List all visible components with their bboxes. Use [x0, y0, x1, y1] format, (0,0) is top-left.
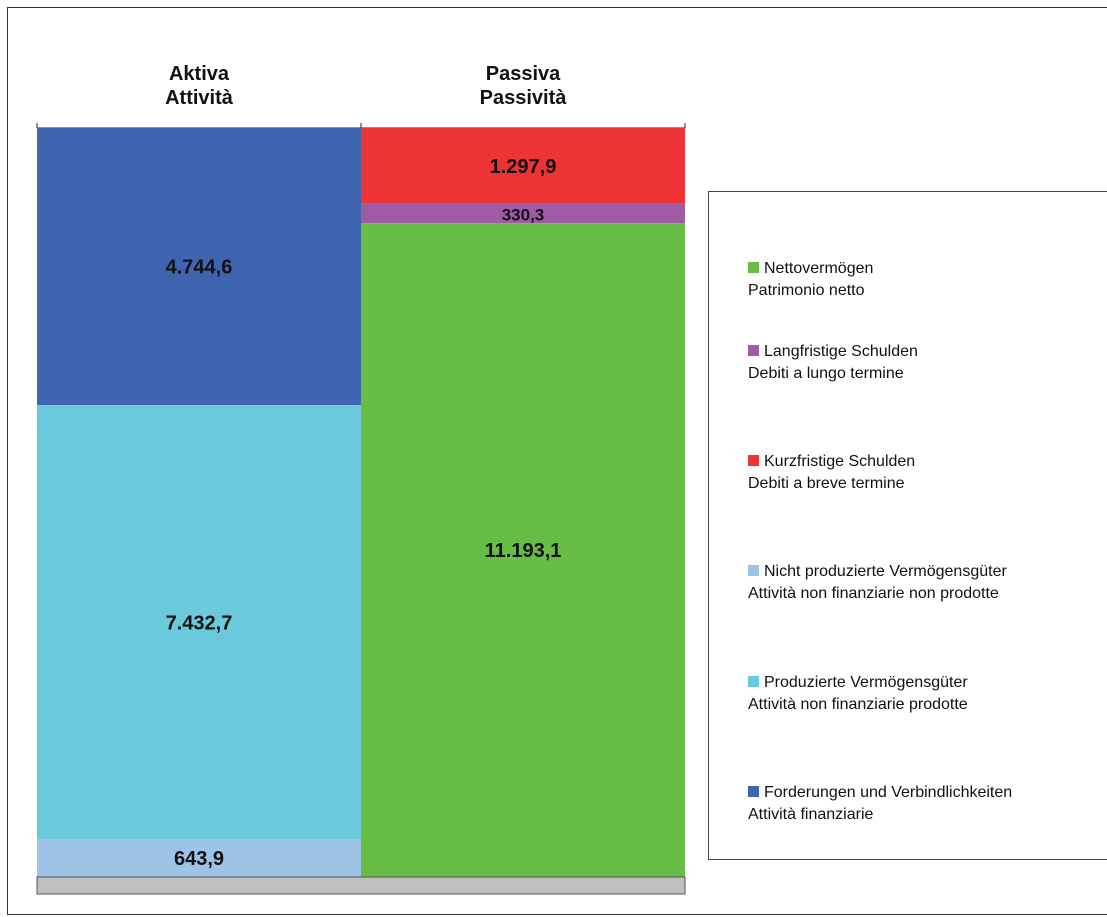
- aktiva-header-line1: Aktiva: [168, 63, 230, 85]
- passiva-header: Passiva Passività: [361, 62, 685, 110]
- passiva-header-line2: Passività: [479, 87, 567, 109]
- legend-swatch-short: [748, 455, 759, 466]
- legend-sublabel-long: Debiti a lungo termine: [748, 365, 904, 382]
- aktiva-header-line2: Attività: [165, 87, 233, 109]
- legend-item-nonprod: Nicht produzierte Vermögensgüter Attivit…: [748, 561, 1007, 605]
- bar-segment-fin: [37, 128, 361, 406]
- legend-label-net: Nettovermögen: [764, 260, 874, 277]
- bar-segment-prod: [37, 405, 361, 840]
- bar-segment-long: [361, 203, 685, 224]
- legend-item-prod: Produzierte Vermögensgüter Attività non …: [748, 672, 968, 716]
- legend: Nettovermögen Patrimonio netto Langfrist…: [708, 191, 1107, 860]
- legend-swatch-fin: [748, 786, 759, 797]
- legend-swatch-long: [748, 345, 759, 356]
- legend-sublabel-prod: Attività non finanziarie prodotte: [748, 696, 968, 713]
- data-label-short: 1.297,9: [490, 156, 557, 178]
- data-label-nonprod: 643,9: [174, 848, 224, 870]
- legend-label-prod: Produzierte Vermögensgüter: [764, 674, 968, 691]
- data-label-long: 330,3: [502, 205, 545, 224]
- passiva-header-line1: Passiva: [485, 63, 561, 85]
- aktiva-header: Aktiva Attività: [37, 62, 361, 110]
- legend-label-fin: Forderungen und Verbindlichkeiten: [764, 784, 1013, 801]
- legend-sublabel-nonprod: Attività non finanziarie non prodotte: [748, 585, 999, 602]
- data-label-fin: 4.744,6: [166, 257, 233, 279]
- legend-item-net: Nettovermögen Patrimonio netto: [748, 258, 873, 302]
- legend-item-short: Kurzfristige Schulden Debiti a breve ter…: [748, 451, 915, 495]
- legend-label-short: Kurzfristige Schulden: [764, 453, 916, 470]
- data-label-prod: 7.432,7: [166, 612, 233, 634]
- data-label-net: 11.193,1: [485, 540, 562, 562]
- legend-swatch-nonprod: [748, 565, 759, 576]
- legend-sublabel-short: Debiti a breve termine: [748, 475, 905, 492]
- bar-segment-short: [361, 128, 685, 204]
- legend-item-fin: Forderungen und Verbindlichkeiten Attivi…: [748, 782, 1012, 826]
- bar-segment-net: [361, 223, 685, 877]
- legend-swatch-prod: [748, 676, 759, 687]
- legend-sublabel-fin: Attività finanziarie: [748, 806, 874, 823]
- legend-label-nonprod: Nicht produzierte Vermögensgüter: [764, 563, 1007, 580]
- legend-sublabel-net: Patrimonio netto: [748, 282, 865, 299]
- legend-swatch-net: [748, 262, 759, 273]
- legend-item-long: Langfristige Schulden Debiti a lungo ter…: [748, 341, 918, 385]
- legend-label-long: Langfristige Schulden: [764, 343, 918, 360]
- chart-floor: [36, 876, 686, 895]
- bar-segment-nonprod: [37, 839, 361, 877]
